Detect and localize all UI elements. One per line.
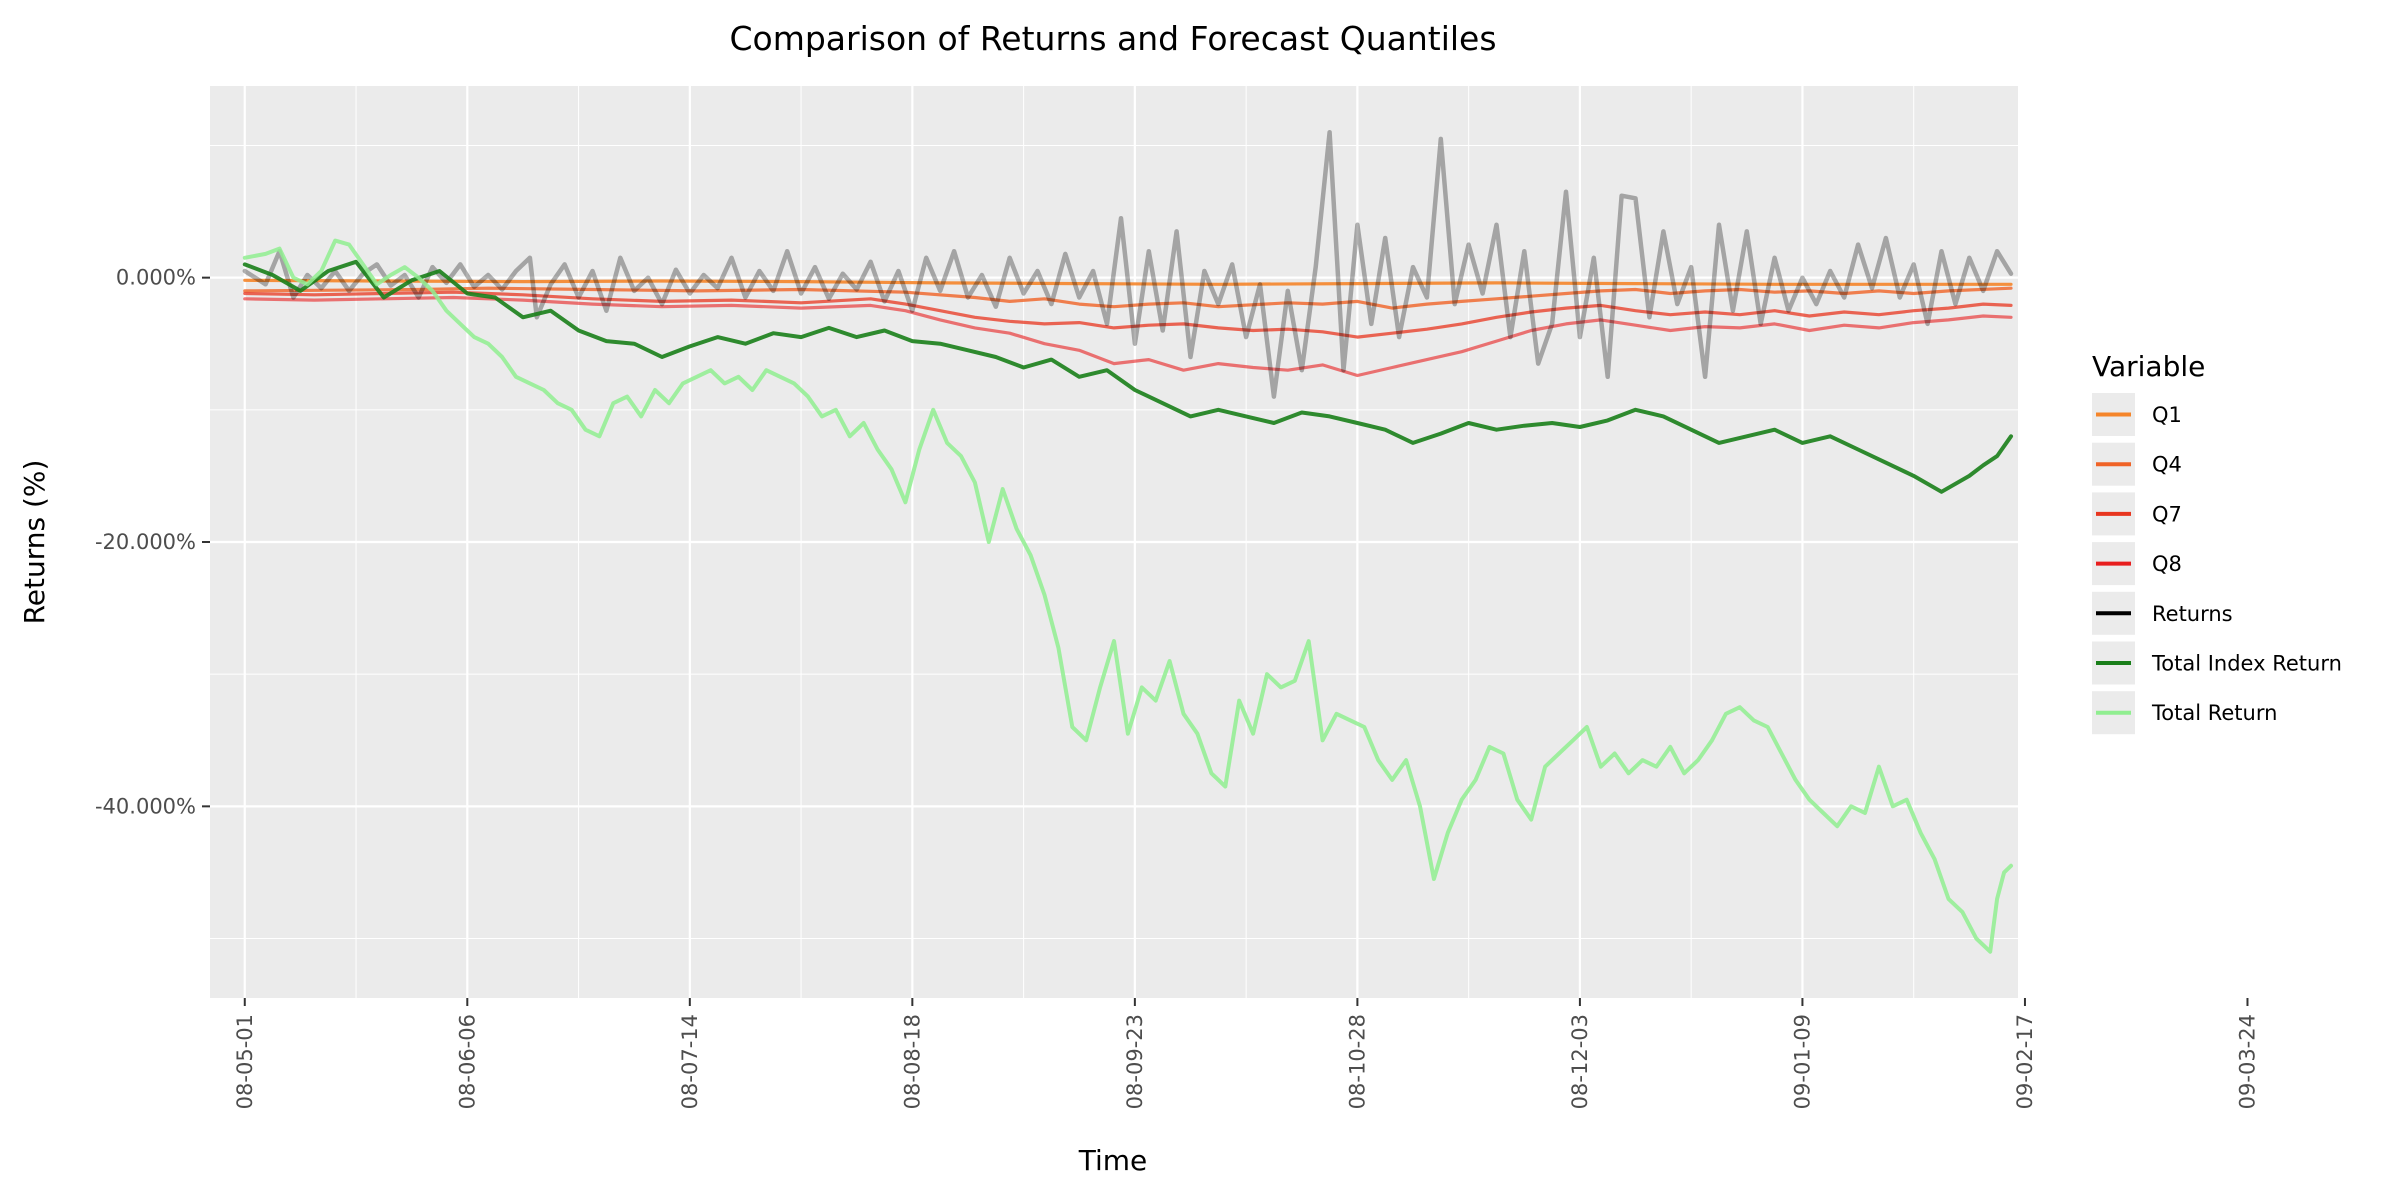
series-line-q7: [243, 290, 2013, 339]
x-tick-label: 08-07-14: [678, 1014, 702, 1109]
x-tick-label: 08-06-06: [455, 1014, 479, 1109]
x-tick-label: 08-05-01: [233, 1014, 257, 1109]
x-tick-label: 09-02-17: [2013, 1014, 2037, 1109]
legend-label-q7: Q7: [2152, 502, 2182, 526]
x-tick-label: 09-01-09: [1790, 1014, 1814, 1109]
legend: Variable Q1 Q4 Q7 Q8 Returns Total Index Retu…: [2092, 350, 2342, 735]
legend-items: Q1 Q4 Q7 Q8 Returns Total Index Return Total R…: [2092, 393, 2342, 735]
legend-label-total-index-return: Total Index Return: [2151, 652, 2342, 676]
legend-label-total-return: Total Return: [2151, 701, 2277, 725]
x-tick-label: 09-03-24: [2235, 1014, 2259, 1109]
legend-title: Variable: [2092, 350, 2205, 383]
series-line-q1: [243, 278, 2013, 286]
series-line-total-return: [242, 238, 2013, 954]
x-tick-label: 08-09-23: [1123, 1014, 1147, 1109]
chart-title: Comparison of Returns and Forecast Quant…: [729, 19, 1496, 58]
series-line-q4: [243, 286, 2013, 310]
x-tick-label: 08-12-03: [1568, 1014, 1592, 1109]
series-lines: [242, 130, 2014, 954]
series-line-q8: [243, 295, 2013, 378]
legend-label-q1: Q1: [2152, 403, 2182, 427]
y-ticks: 0.000% -20.000% -40.000%: [95, 266, 210, 818]
y-tick-label: -40.000%: [95, 794, 196, 818]
x-tick-label: 08-10-28: [1345, 1014, 1369, 1109]
legend-label-returns: Returns: [2152, 602, 2233, 626]
y-tick-label: 0.000%: [116, 266, 196, 290]
x-axis-title: Time: [1078, 1144, 1148, 1177]
y-tick-label: -20.000%: [95, 530, 196, 554]
legend-label-q4: Q4: [2152, 453, 2182, 477]
legend-label-q8: Q8: [2152, 552, 2182, 576]
grid: [210, 86, 2249, 998]
x-ticks: 08-05-01 08-06-06 08-07-14 08-08-18 08-09-23…: [233, 998, 2259, 1109]
x-tick-label: 08-08-18: [900, 1014, 924, 1109]
series-line-total-index-return: [242, 259, 2013, 494]
y-axis-title: Returns (%): [18, 460, 51, 625]
